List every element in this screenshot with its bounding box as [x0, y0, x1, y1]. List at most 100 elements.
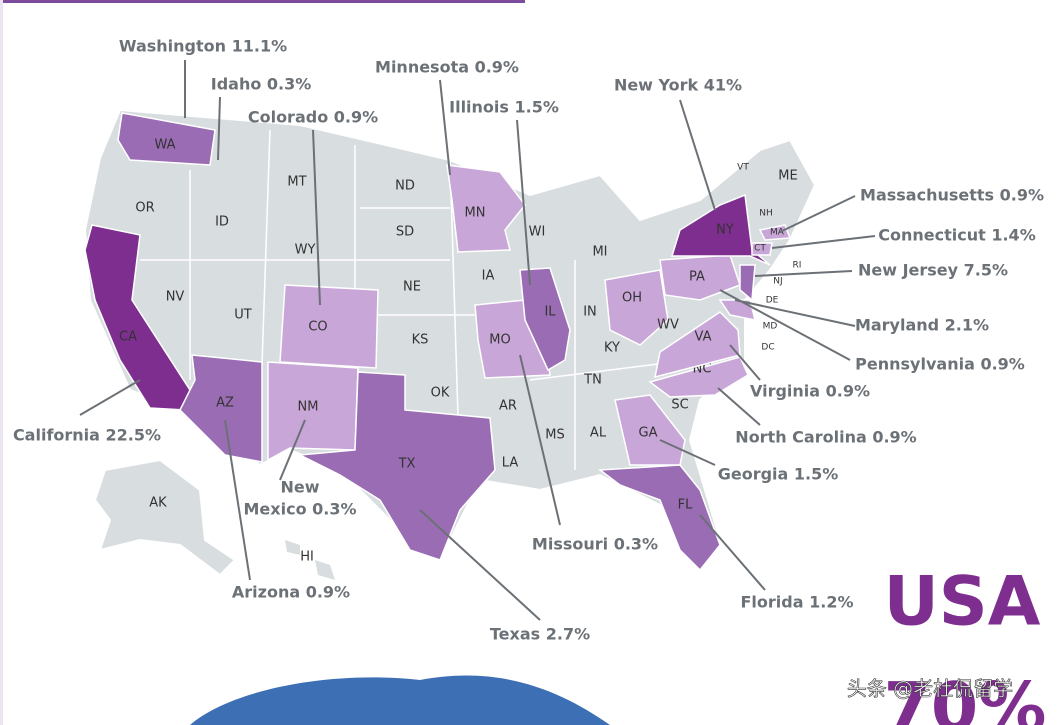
leader-line	[279, 419, 306, 481]
callout-label: New	[280, 478, 319, 497]
leader-line	[312, 129, 321, 306]
leader-line	[679, 99, 716, 211]
state-shape	[597, 464, 721, 572]
state-abbr: AK	[149, 496, 167, 511]
state-abbr: OR	[135, 201, 154, 216]
callout-label: New York 41%	[614, 76, 742, 95]
callout-label: California 22.5%	[13, 426, 161, 445]
leader-line	[516, 119, 531, 286]
state-abbr: MI	[592, 245, 607, 260]
callouts: Washington 11.1% Idaho 0.3% Colorado 0.9% M…	[13, 37, 1044, 644]
state-abbr: GA	[639, 426, 658, 441]
state-abbr: VA	[695, 330, 712, 345]
state-shape	[654, 311, 741, 379]
state-abbr: UT	[234, 308, 252, 323]
leader-line	[224, 419, 251, 581]
state-abbr: DC	[761, 343, 774, 353]
hawaii-island	[285, 540, 300, 555]
callout-label: Idaho 0.3%	[211, 75, 312, 94]
callout-label: Pennsylvania 0.9%	[855, 355, 1025, 374]
callout-label: Georgia 1.5%	[718, 465, 839, 484]
state-abbr: CA	[119, 330, 137, 345]
state-abbr: NY	[716, 223, 734, 238]
state-shape	[519, 267, 571, 372]
alaska-shape	[93, 458, 237, 577]
state-abbr: NM	[298, 400, 319, 415]
state-abbr: WV	[657, 318, 679, 333]
leader-line	[754, 270, 853, 277]
leader-line	[79, 379, 141, 416]
callout-label: Missouri 0.3%	[532, 535, 658, 554]
leader-line	[419, 509, 541, 621]
callout-label: Minnesota 0.9%	[375, 58, 519, 77]
state-abbr: KS	[412, 333, 429, 348]
state-abbr: MD	[763, 322, 778, 332]
state-abbr: MN	[465, 206, 486, 221]
callout-label: Florida 1.2%	[741, 593, 854, 612]
state-abbr: OH	[622, 291, 642, 306]
callout-label: Massachusetts 0.9%	[860, 186, 1044, 205]
state-shape	[751, 242, 773, 256]
globe-fragment	[190, 675, 610, 725]
leader-line	[771, 235, 876, 249]
state-abbr: IN	[583, 305, 597, 320]
state-abbr: VT	[737, 163, 749, 173]
state-shape	[446, 164, 526, 253]
callout-label: North Carolina 0.9%	[735, 428, 916, 447]
state-abbr: NH	[759, 209, 773, 219]
state-abbr: WY	[295, 243, 316, 258]
state-abbr: AL	[590, 426, 607, 441]
state-shape	[179, 354, 263, 463]
state-abbr: SD	[396, 225, 414, 240]
leader-line	[729, 344, 761, 381]
state-shape	[117, 112, 216, 166]
callout-label: Virginia 0.9%	[750, 382, 870, 401]
callout-label: Maryland 2.1%	[855, 316, 989, 335]
state-shape	[758, 224, 792, 241]
state-abbr: AZ	[216, 396, 234, 411]
leader-line	[519, 354, 561, 526]
state-shape	[267, 361, 359, 462]
state-abbr: KY	[604, 341, 620, 356]
left-rule	[0, 0, 3, 725]
callout-label: Connecticut 1.4%	[878, 226, 1035, 245]
state-abbr: TN	[583, 373, 602, 388]
state-abbr: TX	[398, 457, 416, 472]
state-abbr: HI	[300, 550, 314, 565]
state-abbr: CO	[308, 320, 327, 335]
callout-label: Texas 2.7%	[490, 625, 590, 644]
state-abbr: ID	[215, 215, 229, 230]
top-rule	[0, 0, 525, 3]
state-abbr: IL	[544, 305, 556, 320]
state-abbr: MA	[770, 228, 785, 238]
leader-line	[719, 289, 851, 361]
callout-label: New Jersey 7.5%	[858, 261, 1008, 280]
border	[261, 129, 271, 366]
state-abbr: FL	[678, 498, 693, 513]
state-abbr: NJ	[773, 277, 782, 287]
state-abbr: DE	[766, 296, 779, 306]
state-abbr: MS	[545, 428, 564, 443]
leader-line	[439, 79, 451, 176]
state-abbr: LA	[502, 456, 519, 471]
state-shape	[604, 269, 669, 346]
badge-value: 70%	[884, 669, 1047, 725]
state-abbr: PA	[689, 270, 705, 285]
state-abbr: MO	[489, 333, 510, 348]
leader-line	[779, 195, 856, 233]
hawaii-island	[315, 560, 335, 580]
state-abbr: SC	[671, 398, 688, 413]
state-shape	[739, 264, 756, 302]
watermark: 头条 @老杜侃留学	[847, 677, 1013, 701]
callout-label: Washington 11.1%	[119, 37, 287, 56]
state-shape	[84, 224, 191, 411]
state-abbr: RI	[793, 261, 802, 271]
state-abbr: IA	[482, 269, 495, 284]
state-shape	[297, 371, 496, 561]
state-abbr: CT	[754, 244, 766, 254]
badge-title: USA	[884, 563, 1041, 642]
state-shape	[614, 394, 686, 466]
states: WA OR CA NV ID MT WY UT AZ CO NM ND SD NE KS OK TX MN IA MO…	[84, 112, 802, 572]
